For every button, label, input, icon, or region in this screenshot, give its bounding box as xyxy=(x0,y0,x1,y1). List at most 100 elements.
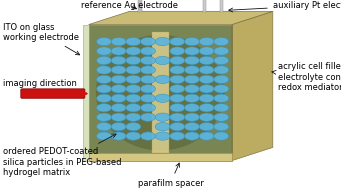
Circle shape xyxy=(199,94,214,102)
Circle shape xyxy=(170,66,185,74)
Circle shape xyxy=(126,37,141,46)
Circle shape xyxy=(199,66,214,74)
Circle shape xyxy=(97,132,112,140)
Circle shape xyxy=(140,75,155,84)
Circle shape xyxy=(111,85,126,93)
Polygon shape xyxy=(152,32,169,153)
Circle shape xyxy=(199,47,214,55)
Circle shape xyxy=(170,56,185,65)
Polygon shape xyxy=(89,153,232,161)
Circle shape xyxy=(214,85,229,93)
Circle shape xyxy=(126,113,141,121)
Circle shape xyxy=(140,47,155,55)
Circle shape xyxy=(170,85,185,93)
Circle shape xyxy=(155,37,170,46)
Circle shape xyxy=(184,94,199,102)
Circle shape xyxy=(170,47,185,55)
Circle shape xyxy=(97,122,112,131)
Circle shape xyxy=(214,37,229,46)
Circle shape xyxy=(140,37,155,46)
Circle shape xyxy=(184,66,199,74)
Text: reference Ag electrode: reference Ag electrode xyxy=(81,1,178,10)
Circle shape xyxy=(199,75,214,84)
Text: acrylic cell filled
electrolyte containing
redox mediators: acrylic cell filled electrolyte containi… xyxy=(272,62,341,92)
Circle shape xyxy=(126,56,141,65)
Polygon shape xyxy=(89,25,232,161)
Circle shape xyxy=(126,85,141,93)
Circle shape xyxy=(97,47,112,55)
Circle shape xyxy=(214,132,229,140)
Circle shape xyxy=(170,75,185,84)
Circle shape xyxy=(184,56,199,65)
Circle shape xyxy=(111,104,126,112)
Circle shape xyxy=(111,47,126,55)
Circle shape xyxy=(111,75,126,84)
Text: imaging direction: imaging direction xyxy=(3,79,77,88)
Circle shape xyxy=(184,132,199,140)
Circle shape xyxy=(140,66,155,74)
Circle shape xyxy=(97,113,112,121)
Circle shape xyxy=(214,94,229,102)
Circle shape xyxy=(199,37,214,46)
Circle shape xyxy=(140,113,155,121)
Circle shape xyxy=(111,122,126,131)
Polygon shape xyxy=(89,11,273,25)
Circle shape xyxy=(214,113,229,121)
Circle shape xyxy=(199,56,214,65)
Text: auxiliary Pt electrode: auxiliary Pt electrode xyxy=(229,1,341,12)
Circle shape xyxy=(97,37,112,46)
Circle shape xyxy=(126,132,141,140)
Circle shape xyxy=(155,132,170,140)
Circle shape xyxy=(155,56,170,65)
Circle shape xyxy=(155,94,170,102)
Circle shape xyxy=(214,66,229,74)
Bar xyxy=(203,0,206,12)
Circle shape xyxy=(199,113,214,121)
Circle shape xyxy=(155,113,170,121)
Circle shape xyxy=(111,132,126,140)
Text: parafilm spacer: parafilm spacer xyxy=(137,163,204,188)
Circle shape xyxy=(214,122,229,131)
Ellipse shape xyxy=(96,35,225,150)
Circle shape xyxy=(184,113,199,121)
Circle shape xyxy=(126,104,141,112)
Circle shape xyxy=(170,94,185,102)
Circle shape xyxy=(170,104,185,112)
Circle shape xyxy=(126,122,141,131)
Circle shape xyxy=(199,132,214,140)
Circle shape xyxy=(97,85,112,93)
Circle shape xyxy=(214,104,229,112)
Circle shape xyxy=(111,66,126,74)
Circle shape xyxy=(111,56,126,65)
Polygon shape xyxy=(232,11,273,161)
Circle shape xyxy=(199,85,214,93)
Circle shape xyxy=(155,122,170,131)
Circle shape xyxy=(170,37,185,46)
Circle shape xyxy=(97,66,112,74)
Circle shape xyxy=(214,75,229,84)
Circle shape xyxy=(97,75,112,84)
Circle shape xyxy=(140,104,155,112)
Circle shape xyxy=(140,94,155,102)
Text: ordered PEDOT-coated
silica particles in PEG-based
hydrogel matrix: ordered PEDOT-coated silica particles in… xyxy=(3,134,122,177)
Circle shape xyxy=(140,132,155,140)
Circle shape xyxy=(126,75,141,84)
Text: ITO on glass
working electrode: ITO on glass working electrode xyxy=(3,23,80,55)
Bar xyxy=(220,0,223,12)
Circle shape xyxy=(111,94,126,102)
Bar xyxy=(138,0,142,12)
Circle shape xyxy=(97,56,112,65)
Circle shape xyxy=(111,113,126,121)
Circle shape xyxy=(184,104,199,112)
Circle shape xyxy=(140,56,155,65)
Circle shape xyxy=(184,47,199,55)
Circle shape xyxy=(140,85,155,93)
Circle shape xyxy=(97,94,112,102)
Circle shape xyxy=(111,37,126,46)
Circle shape xyxy=(126,94,141,102)
Circle shape xyxy=(170,132,185,140)
Circle shape xyxy=(199,104,214,112)
Circle shape xyxy=(126,47,141,55)
Circle shape xyxy=(184,122,199,131)
Circle shape xyxy=(184,75,199,84)
